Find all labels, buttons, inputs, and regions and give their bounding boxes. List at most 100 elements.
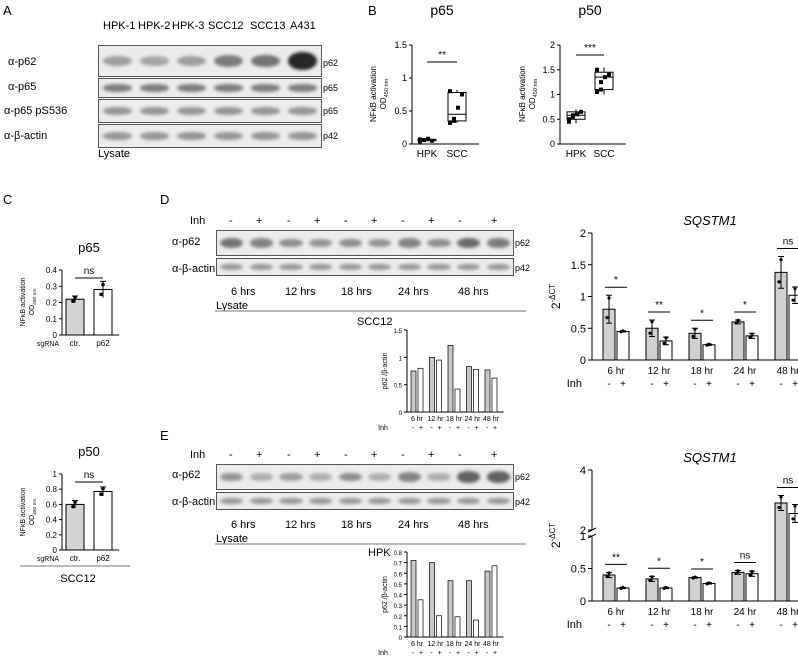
treatment-sign: + xyxy=(620,620,626,631)
blot-row-label: α-p62 xyxy=(172,469,201,481)
blot-footer: Lysate xyxy=(98,148,131,160)
data-point xyxy=(71,299,75,304)
treatment-sign: - xyxy=(736,379,739,390)
bar xyxy=(466,580,472,638)
data-point xyxy=(750,332,754,336)
treatment-sign: - xyxy=(449,425,452,432)
bar xyxy=(65,298,85,336)
data-point xyxy=(456,105,460,110)
bar xyxy=(484,369,491,413)
treatment-sign: + xyxy=(256,215,263,227)
y-tick-label: 1 xyxy=(399,356,403,362)
significance-label: ** xyxy=(655,300,663,311)
data-point xyxy=(779,495,783,499)
blot-band xyxy=(279,264,303,270)
y-axis-label-sub: 450 nm xyxy=(32,499,38,515)
data-point xyxy=(603,75,607,80)
treatment-sign: - xyxy=(607,620,610,631)
bar xyxy=(454,616,461,638)
y-tick-label: 0 xyxy=(399,411,403,417)
treatment-sign: - xyxy=(693,620,696,631)
data-point xyxy=(607,72,611,77)
blot-band xyxy=(249,264,273,270)
data-point xyxy=(750,570,754,574)
data-point xyxy=(579,109,583,114)
significance-label: * xyxy=(743,300,747,311)
blot-marker: p42 xyxy=(515,263,531,273)
blot-row-label: α-p62 xyxy=(8,56,37,68)
blot-band xyxy=(288,84,317,92)
blot-band xyxy=(288,52,317,70)
significance-label: ns xyxy=(783,236,794,247)
treatment-sign: + xyxy=(491,449,498,461)
x-tick-label: SCC xyxy=(446,149,467,160)
chart-title: p50 xyxy=(578,2,602,18)
data-point xyxy=(664,336,668,340)
data-point xyxy=(452,118,456,123)
x-tick-label: ctr. xyxy=(70,339,81,348)
y-tick-label: 0 xyxy=(580,596,586,608)
bar xyxy=(659,587,673,602)
y-tick-label: 0.8 xyxy=(394,551,403,557)
y-tick-label: 0.4 xyxy=(46,516,58,525)
data-point xyxy=(418,137,422,142)
y-tick-label: 0.5 xyxy=(394,384,403,390)
blot-footer: Lysate xyxy=(216,533,249,545)
treatment-sign: - xyxy=(458,215,462,227)
data-point xyxy=(791,298,795,302)
blot-strip-p62 xyxy=(98,45,322,77)
cell-line-label: HPK xyxy=(368,547,391,559)
data-point xyxy=(567,117,571,122)
blot-marker: p42 xyxy=(323,131,339,141)
data-point xyxy=(575,112,579,117)
blot-band xyxy=(368,473,392,481)
data-point xyxy=(460,92,464,97)
y-tick-label: 0.2 xyxy=(46,299,58,308)
treatment-sign: - xyxy=(486,650,489,657)
blot-row-label: α-p62 xyxy=(172,236,201,248)
lane-label: SCC12 xyxy=(208,20,244,32)
significance-label: * xyxy=(614,275,618,286)
blot-row-label: α-β-actin xyxy=(4,130,48,142)
blot-band xyxy=(177,132,206,140)
bar xyxy=(447,344,454,413)
treatment-sign: - xyxy=(779,379,782,390)
x-tick-label: 12 hr xyxy=(428,641,445,648)
data-point xyxy=(705,582,709,586)
y-tick-label: 0.3 xyxy=(394,604,403,610)
blot-band xyxy=(249,238,273,248)
treatment-sign: + xyxy=(493,425,497,432)
y-axis-label-sub: 450 nm xyxy=(384,78,390,97)
bar xyxy=(491,565,498,638)
x-tick-label: 24 hr xyxy=(465,641,482,648)
blot-strip-p62 xyxy=(216,464,514,490)
blot-band xyxy=(251,107,280,115)
blot-band xyxy=(103,107,132,115)
data-point xyxy=(662,341,666,345)
treatment-sign: + xyxy=(428,449,435,461)
blot-strip-actin xyxy=(98,124,322,148)
blot-band xyxy=(309,498,333,504)
treatment-sign: - xyxy=(430,650,433,657)
bar xyxy=(410,370,417,413)
y-axis-label: p62 /β-actin xyxy=(382,353,389,390)
y-axis-label-sub: 450 nm xyxy=(533,78,539,97)
y-tick-label: 0.1 xyxy=(46,315,58,324)
bar xyxy=(616,587,630,602)
bar xyxy=(702,582,716,602)
blot-band xyxy=(397,264,421,270)
bar xyxy=(417,599,424,638)
chart-title: p50 xyxy=(78,444,100,459)
x-tick-label: 6 hr xyxy=(607,607,625,618)
significance-label: ** xyxy=(438,50,446,61)
y-tick-label: 2 xyxy=(580,525,586,537)
data-point xyxy=(71,504,75,509)
x-tick-label: 24 hr xyxy=(734,366,757,377)
treatment-sign: + xyxy=(474,650,478,657)
treatment-sign: + xyxy=(371,215,378,227)
y-tick-label: 1 xyxy=(580,531,586,543)
x-tick-label: 18 hr xyxy=(691,607,714,618)
treatment-sign: - xyxy=(229,449,233,461)
blot-marker: p62 xyxy=(515,238,531,248)
y-axis-label: NFκB activation xyxy=(20,487,27,536)
